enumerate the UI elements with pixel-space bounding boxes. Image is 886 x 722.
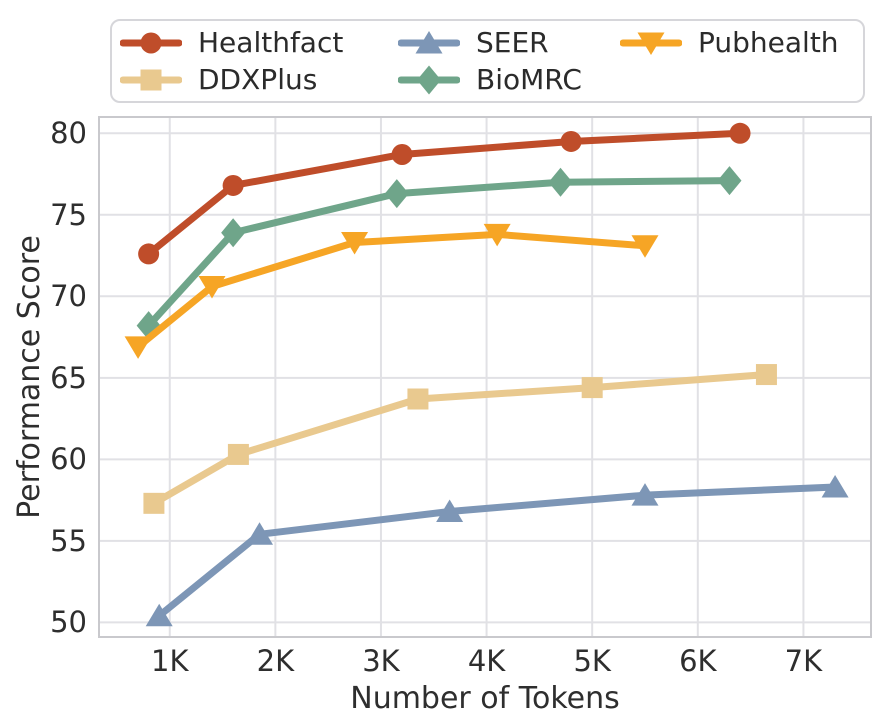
marker-pubhealth xyxy=(483,223,511,247)
legend-label: DDXPlus xyxy=(198,63,318,96)
marker-biomrc xyxy=(384,179,409,209)
series-line-ddxplus xyxy=(150,371,770,507)
y-tick-label: 55 xyxy=(50,523,87,558)
legend-item-pubhealth: Pubhealth xyxy=(620,26,855,59)
marker-healthfact xyxy=(560,130,582,152)
marker-healthfact xyxy=(391,143,413,165)
x-tick-label: 4K xyxy=(467,644,506,678)
legend-item-biomrc: BioMRC xyxy=(398,63,620,96)
marker-biomrc xyxy=(221,218,246,248)
legend-marker-healthfact xyxy=(140,32,162,53)
legend: Healthfact DDXPlus SEER BioMRC Pubhealth xyxy=(110,19,865,103)
marker-healthfact xyxy=(222,174,244,196)
y-tick-label: 75 xyxy=(50,197,87,232)
y-tick-label: 70 xyxy=(50,279,87,314)
legend-marker-seer xyxy=(415,30,443,53)
legend-marker-pubhealth xyxy=(637,32,665,55)
seer-marker-icon xyxy=(398,30,460,53)
plot-border xyxy=(98,116,872,638)
legend-item-seer: SEER xyxy=(398,26,620,59)
legend-marker-ddxplus xyxy=(140,69,162,90)
marker-ddxplus xyxy=(581,377,603,399)
series-line-seer xyxy=(155,483,839,620)
marker-pubhealth xyxy=(341,232,369,255)
marker-ddxplus xyxy=(143,492,165,514)
legend-label: Pubhealth xyxy=(698,26,839,59)
legend-item-ddxplus: DDXPlus xyxy=(120,63,398,96)
x-tick-label: 5K xyxy=(573,644,611,678)
ddxplus-marker-icon xyxy=(120,69,182,90)
marker-biomrc xyxy=(548,167,573,197)
x-tick-label: 3K xyxy=(362,644,400,678)
x-tick-label: 7K xyxy=(784,644,823,678)
marker-pubhealth xyxy=(124,336,152,359)
marker-ddxplus xyxy=(227,443,249,465)
marker-healthfact xyxy=(138,243,160,265)
biomrc-marker-icon xyxy=(398,65,460,94)
marker-healthfact xyxy=(729,122,751,144)
marker-ddxplus xyxy=(755,364,777,386)
marker-seer xyxy=(436,499,464,522)
x-tick-label: 6K xyxy=(679,644,717,678)
marker-seer xyxy=(821,475,849,498)
pubhealth-marker-icon xyxy=(620,32,682,55)
legend-marker-biomrc xyxy=(417,65,441,94)
healthfact-marker-icon xyxy=(120,32,182,53)
marker-seer xyxy=(145,603,173,627)
x-tick-label: 2K xyxy=(256,644,295,678)
legend-item-healthfact: Healthfact xyxy=(120,26,398,59)
y-tick-label: 80 xyxy=(50,116,87,151)
x-axis-label: Number of Tokens xyxy=(350,681,620,716)
y-tick-label: 65 xyxy=(50,360,87,395)
marker-ddxplus xyxy=(407,388,429,410)
marker-seer xyxy=(246,522,274,545)
marker-pubhealth xyxy=(198,276,226,299)
legend-label: SEER xyxy=(476,26,549,59)
legend-label: BioMRC xyxy=(476,63,582,96)
y-tick-label: 60 xyxy=(50,442,87,477)
marker-biomrc xyxy=(717,166,742,196)
x-tick-label: 1K xyxy=(151,644,189,678)
marker-seer xyxy=(631,483,659,506)
y-tick-label: 50 xyxy=(50,605,87,640)
legend-label: Healthfact xyxy=(198,26,344,59)
marker-pubhealth xyxy=(631,235,659,258)
